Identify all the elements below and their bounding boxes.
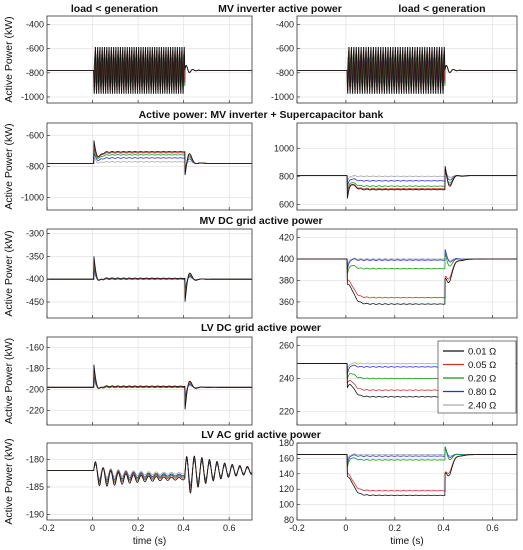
x-tick-label: 0 — [90, 523, 95, 533]
row-title-3: LV DC grid active power — [201, 322, 321, 334]
y-tick-label: 360 — [279, 297, 294, 307]
chart-panel-3-1: 260 240 220 0.01 Ω 0.05 Ω 0.20 Ω 0.80 Ω 2.40 Ω — [279, 336, 518, 426]
y-tick-label: -220 — [26, 405, 44, 415]
y-tick-label: -160 — [26, 342, 44, 352]
axes-box — [46, 442, 253, 521]
y-tick-label: -600 — [276, 44, 294, 54]
chart-panel-4-1: 180 160 140 120 100 80-0.2 0 0.2 0.4 0.6 time (s) — [279, 438, 518, 547]
series-line-0.01 — [47, 140, 252, 176]
panel-title: load < generation — [398, 3, 485, 15]
x-tick-label: 0.2 — [132, 523, 145, 533]
y-axis-label: Active Power (kW) — [3, 338, 15, 424]
x-axis-label: time (s) — [390, 536, 423, 547]
y-tick-label: -180 — [26, 455, 44, 465]
y-tick-label: 80 — [284, 515, 294, 525]
y-axis-label: Active Power (kW) — [3, 123, 15, 209]
y-tick-label: -180 — [26, 363, 44, 373]
y-tick-label: -200 — [26, 384, 44, 394]
y-tick-label: 120 — [279, 484, 294, 494]
chart-panel-1-0: -600 -800 -1000 Active Power (kW) — [3, 122, 253, 211]
axes-box — [46, 15, 253, 104]
y-tick-label: 240 — [279, 374, 294, 384]
y-tick-label: -400 — [276, 19, 294, 29]
x-tick-label: 0.6 — [223, 523, 236, 533]
chart-panel-0-0: -400 -600 -800 -1000 load < generation Active… — [3, 3, 253, 104]
chart-panel-2-0: -300 -350 -400 -450 Active Power (kW) — [3, 228, 253, 319]
series-line-0.01 — [297, 166, 517, 199]
legend-entry: 2.40 Ω — [468, 401, 496, 412]
y-tick-label: 220 — [279, 407, 294, 417]
row-title-2: MV DC grid active power — [199, 215, 322, 227]
x-tick-label: -0.2 — [39, 523, 55, 533]
y-tick-label: 400 — [279, 254, 294, 264]
axes-box — [296, 442, 518, 521]
y-tick-label: 420 — [279, 233, 294, 243]
series-line-0.01 — [297, 454, 517, 497]
y-tick-label: -600 — [26, 44, 44, 54]
axes-box — [296, 15, 518, 104]
series-line-0.01 — [47, 364, 252, 410]
legend-entry: 0.80 Ω — [468, 387, 496, 398]
axes-box — [46, 336, 253, 426]
y-tick-label: -800 — [276, 68, 294, 78]
y-tick-label: -350 — [26, 251, 44, 261]
y-axis-label: Active Power (kW) — [3, 16, 15, 102]
y-tick-label: -400 — [26, 19, 44, 29]
panel-title: load < generation — [71, 3, 158, 15]
legend-entry: 0.05 Ω — [468, 360, 496, 371]
x-tick-label: 0 — [343, 523, 348, 533]
axes-box — [296, 122, 518, 211]
y-tick-label: 600 — [279, 199, 294, 209]
series-line-0.01 — [47, 46, 252, 94]
chart-panel-1-1: 1000 800 600 — [274, 122, 518, 211]
legend: 0.01 Ω 0.05 Ω 0.20 Ω 0.80 Ω 2.40 Ω — [437, 340, 517, 414]
axes-box — [296, 336, 518, 426]
y-tick-label: -450 — [26, 297, 44, 307]
y-tick-label: 380 — [279, 275, 294, 285]
x-axis-label: time (s) — [133, 536, 166, 547]
legend-entry: 0.20 Ω — [468, 374, 496, 385]
y-tick-label: 180 — [279, 438, 294, 448]
chart-panel-0-1: -400 -600 -800 -1000 load < generation — [271, 3, 518, 104]
x-tick-label: -0.2 — [289, 523, 305, 533]
row-title-4: LV AC grid active power — [201, 429, 321, 441]
y-tick-label: -185 — [26, 482, 44, 492]
x-tick-label: 0.6 — [486, 523, 499, 533]
y-tick-label: -600 — [26, 130, 44, 140]
y-tick-label: -1000 — [21, 92, 44, 102]
y-tick-label: 160 — [279, 453, 294, 463]
axes-box — [296, 228, 518, 319]
y-tick-label: -1000 — [271, 92, 294, 102]
x-tick-label: 0.4 — [177, 523, 190, 533]
y-tick-label: -800 — [26, 68, 44, 78]
axes-box — [46, 228, 253, 319]
x-tick-label: 0.2 — [389, 523, 402, 533]
y-tick-label: -400 — [26, 274, 44, 284]
chart-panel-2-1: 420 400 380 360 — [279, 228, 518, 319]
y-axis-label: Active Power (kW) — [3, 438, 15, 524]
y-tick-label: 1000 — [274, 143, 294, 153]
y-tick-label: 800 — [279, 171, 294, 181]
y-tick-label: 100 — [279, 500, 294, 510]
series-line-0.01 — [297, 46, 517, 94]
chart-panel-3-0: -160 -180 -200 -220 Active Power (kW) — [3, 336, 253, 426]
y-axis-label: Active Power (kW) — [3, 230, 15, 316]
y-tick-label: 260 — [279, 340, 294, 350]
legend-entry: 0.01 Ω — [468, 347, 496, 358]
chart-panel-4-0: -180 -185 -190 -0.2 0 0.2 0.4 0.6 Active Power (… — [3, 438, 253, 547]
y-tick-label: -190 — [26, 510, 44, 520]
series-line-0.01 — [47, 455, 253, 494]
row-title-1: Active power: MV inverter + Supercapacit… — [139, 109, 384, 121]
row-title-0: MV inverter active power — [218, 3, 342, 15]
series-line-0.01 — [47, 256, 252, 302]
x-tick-label: 0.4 — [437, 523, 450, 533]
series-line-0.01 — [297, 258, 517, 305]
y-tick-label: 140 — [279, 469, 294, 479]
y-tick-label: -1000 — [21, 193, 44, 203]
y-tick-label: -800 — [26, 162, 44, 172]
y-tick-label: -300 — [26, 229, 44, 239]
